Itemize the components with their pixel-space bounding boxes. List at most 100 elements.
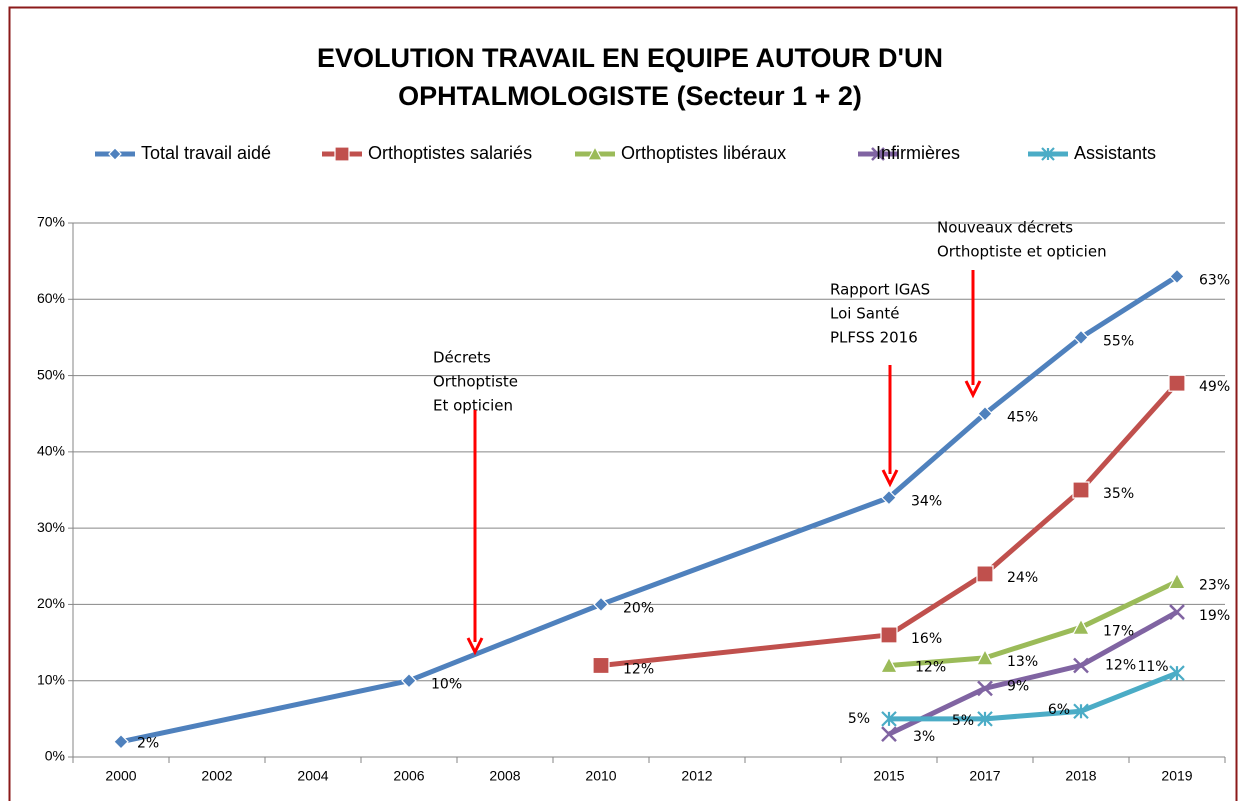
marker xyxy=(586,145,604,161)
data-label: 11% xyxy=(1137,659,1168,675)
x-tick-label: 2002 xyxy=(201,768,232,784)
marker xyxy=(881,711,897,727)
marker xyxy=(334,146,350,162)
series-line xyxy=(887,609,1179,737)
marker-shape xyxy=(977,405,993,422)
marker xyxy=(871,147,885,161)
y-tick-label: 10% xyxy=(37,671,65,687)
data-label: 34% xyxy=(911,494,942,510)
marker xyxy=(880,626,898,644)
marker xyxy=(1169,604,1185,620)
marker-shape xyxy=(1072,618,1090,635)
x-tick-label: 2015 xyxy=(873,768,904,784)
annotation-text: Et opticien xyxy=(433,397,513,415)
marker-shape xyxy=(976,565,994,583)
marker xyxy=(1073,329,1089,346)
marker-shape xyxy=(113,733,129,750)
y-tick-label: 60% xyxy=(37,290,65,306)
data-label: 5% xyxy=(952,713,974,729)
data-label: 45% xyxy=(1007,410,1038,426)
legend-label: Orthoptistes salariés xyxy=(368,143,532,163)
marker xyxy=(1072,618,1090,635)
data-label: 35% xyxy=(1103,486,1134,502)
x-tick-label: 2006 xyxy=(393,768,424,784)
data-label: 55% xyxy=(1103,333,1134,349)
marker xyxy=(880,656,898,674)
marker-shape xyxy=(1041,147,1055,161)
x-tick-label: 2010 xyxy=(585,768,616,784)
legend-label: Total travail aidé xyxy=(141,143,271,163)
marker xyxy=(976,648,994,666)
marker-shape xyxy=(1168,374,1186,392)
marker-shape xyxy=(1169,665,1185,681)
marker-shape xyxy=(334,146,350,162)
annotation-text: Loi Santé xyxy=(830,305,900,323)
marker-shape xyxy=(593,596,609,613)
y-tick-label: 70% xyxy=(37,214,65,230)
chart-title: EVOLUTION TRAVAIL EN EQUIPE AUTOUR D'UN xyxy=(317,43,943,73)
marker xyxy=(1073,657,1089,674)
chart-title: OPHTALMOLOGISTE (Secteur 1 + 2) xyxy=(398,81,862,111)
marker-shape xyxy=(1073,329,1089,346)
marker xyxy=(881,726,897,742)
data-label: 6% xyxy=(1048,702,1070,718)
marker xyxy=(593,596,609,613)
marker-shape xyxy=(881,726,897,742)
x-tick-label: 2012 xyxy=(681,768,712,784)
marker xyxy=(977,711,993,727)
annotation-text: Décrets xyxy=(433,349,491,367)
marker-shape xyxy=(1073,657,1089,674)
series-line xyxy=(889,670,1178,722)
x-tick-label: 2017 xyxy=(969,768,1000,784)
x-tick-label: 2019 xyxy=(1161,768,1192,784)
y-tick-label: 20% xyxy=(37,595,65,611)
marker-shape xyxy=(881,711,897,727)
chart-frame xyxy=(8,6,1238,806)
marker xyxy=(977,680,993,697)
marker-shape xyxy=(881,489,897,506)
x-tick-label: 2018 xyxy=(1065,768,1096,784)
marker xyxy=(977,405,993,422)
marker-shape xyxy=(108,147,122,161)
marker xyxy=(881,489,897,506)
data-label: 2% xyxy=(137,736,159,752)
data-label: 10% xyxy=(431,677,462,693)
marker xyxy=(1169,665,1185,681)
data-label: 3% xyxy=(913,729,935,745)
data-label: 19% xyxy=(1199,608,1230,624)
marker xyxy=(1072,481,1090,499)
marker xyxy=(401,672,417,689)
marker xyxy=(108,147,122,161)
data-label: 24% xyxy=(1007,570,1038,586)
data-label: 49% xyxy=(1199,379,1230,395)
data-label: 20% xyxy=(623,600,654,616)
data-label: 13% xyxy=(1007,654,1038,670)
marker-shape xyxy=(880,626,898,644)
annotation-text: Orthoptiste et opticien xyxy=(937,243,1107,261)
data-label: 23% xyxy=(1199,578,1230,594)
marker-shape xyxy=(976,648,994,666)
marker xyxy=(1168,572,1186,590)
annotation-text: Orthoptiste xyxy=(433,373,518,391)
marker-shape xyxy=(1072,481,1090,499)
marker xyxy=(113,733,129,750)
x-tick-label: 2000 xyxy=(105,768,136,784)
marker-shape xyxy=(871,147,885,161)
series-line xyxy=(888,579,1179,668)
marker xyxy=(1041,147,1055,161)
data-label: 17% xyxy=(1103,623,1134,639)
data-label: 16% xyxy=(911,631,942,647)
annotation-text: PLFSS 2016 xyxy=(830,329,918,347)
annotation-arrowhead xyxy=(881,469,899,488)
data-label: 12% xyxy=(1105,657,1136,673)
annotation-text: Nouveaux décrets xyxy=(937,219,1073,237)
data-label: 12% xyxy=(915,659,946,675)
data-label: 5% xyxy=(848,711,870,727)
marker xyxy=(1168,374,1186,392)
x-tick-label: 2004 xyxy=(297,768,328,784)
marker-shape xyxy=(1169,604,1185,620)
data-label: 63% xyxy=(1199,272,1230,288)
y-tick-label: 40% xyxy=(37,443,65,459)
